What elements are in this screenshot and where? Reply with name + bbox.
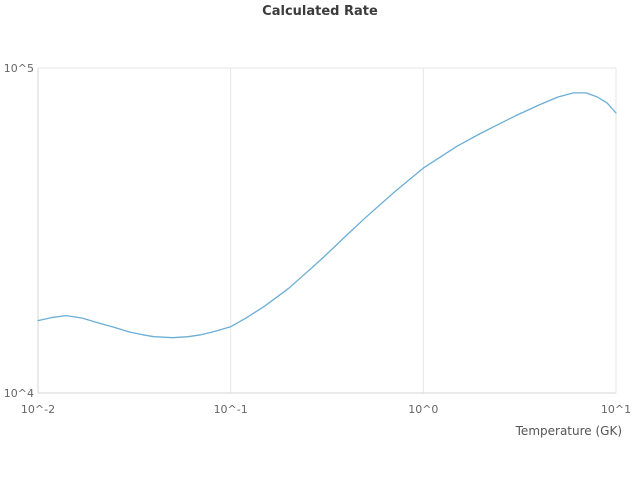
x-tick-label: 10^1 xyxy=(601,403,631,416)
chart-title: Calculated Rate xyxy=(262,4,378,19)
x-tick-label: 10^-2 xyxy=(21,403,55,416)
y-tick-label: 10^4 xyxy=(4,387,34,400)
x-tick-label: 10^0 xyxy=(408,403,438,416)
x-tick-label: 10^-1 xyxy=(214,403,248,416)
x-axis-title: Temperature (GK) xyxy=(515,424,622,438)
y-tick-label: 10^5 xyxy=(4,62,34,75)
rate-line xyxy=(37,92,617,339)
